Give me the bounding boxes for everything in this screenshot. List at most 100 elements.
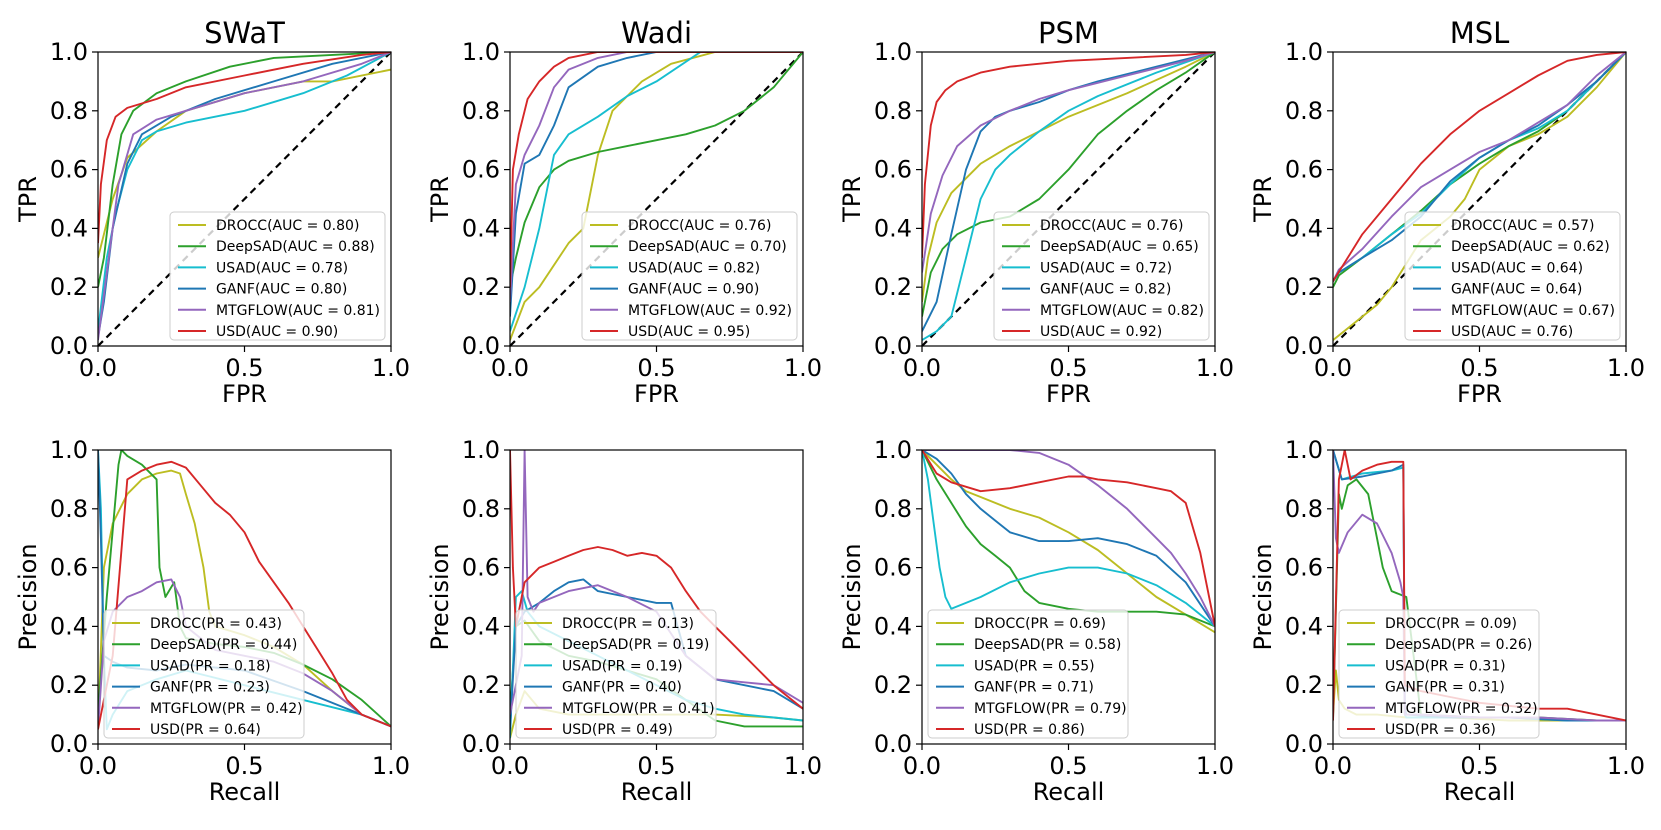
y-tick-label: 0.2 [874,273,912,301]
x-axis-label: Recall [1444,778,1516,806]
legend-entry-deepsad: DeepSAD(PR = 0.44) [150,637,297,653]
legend-entry-mtgflow: MTGFLOW(PR = 0.32) [1385,701,1538,717]
x-tick-label: 0.5 [225,354,263,382]
legend-entry-usd: USD(PR = 0.64) [150,722,261,738]
legend: DROCC(AUC = 0.76) DeepSAD(AUC = 0.70) USAD… [581,211,798,341]
legend: DROCC(AUC = 0.76) DeepSAD(AUC = 0.65) USAD… [993,211,1210,341]
legend-entry-ganf: GANF(PR = 0.31) [1385,680,1505,696]
series-line-drocc [1333,52,1626,341]
y-tick-label: 0.4 [462,214,500,242]
y-tick-label: 0.4 [50,612,88,640]
legend-entry-usd: USD(PR = 0.86) [974,722,1085,738]
x-axis-label: FPR [634,380,679,408]
legend-entry-mtgflow: MTGFLOW(PR = 0.79) [974,701,1127,717]
legend-entry-usd: USD(AUC = 0.76) [1451,324,1573,340]
x-tick-label: 1.0 [372,354,410,382]
y-tick-label: 1.0 [1285,436,1323,464]
series-line-drocc [922,52,1215,303]
x-tick-label: 0.0 [1314,354,1352,382]
y-tick-label: 0.8 [874,97,912,125]
y-tick-label: 0.8 [462,495,500,523]
y-tick-label: 0.6 [462,554,500,582]
y-axis-label: TPR [838,176,866,223]
legend-entry-drocc: DROCC(PR = 0.69) [974,616,1106,632]
series-line-mtgflow [98,52,391,341]
chance-diagonal [509,51,804,347]
series-group [922,52,1215,341]
legend-entry-usd: USD(PR = 0.36) [1385,722,1496,738]
y-tick-label: 0.6 [50,554,88,582]
y-tick-label: 0.8 [50,495,88,523]
chance-diagonal [97,51,392,347]
y-tick-label: 0.8 [50,97,88,125]
series-line-drocc [922,450,1215,634]
subplot-7: 0.0 0.5 1.0 0.0 0.2 0.4 0.6 0.8 1.0 Recall Precisi… [838,436,1234,806]
legend-entry-usd: USD(PR = 0.49) [562,722,673,738]
y-axis-label: Precision [14,543,42,650]
y-tick-label: 0.8 [462,97,500,125]
y-tick-label: 0.4 [462,612,500,640]
legend-entry-drocc: DROCC(AUC = 0.76) [628,218,771,234]
legend-entry-ganf: GANF(PR = 0.71) [974,680,1094,696]
legend-entry-usad: USAD(AUC = 0.72) [1040,260,1172,276]
x-tick-label: 0.0 [1314,752,1352,780]
x-tick-label: 0.0 [79,354,117,382]
legend: DROCC(PR = 0.13) DeepSAD(PR = 0.19) USAD(P… [515,609,717,739]
x-tick-label: 0.5 [225,752,263,780]
y-tick-label: 0.0 [50,730,88,758]
legend-entry-mtgflow: MTGFLOW(PR = 0.41) [562,701,715,717]
y-tick-label: 0.4 [874,214,912,242]
legend-entry-ganf: GANF(AUC = 0.80) [216,282,347,298]
y-tick-label: 0.8 [1285,97,1323,125]
y-tick-label: 0.4 [50,214,88,242]
legend-box [581,211,798,341]
subplot-2: 0.0 0.5 1.0 0.0 0.2 0.4 0.6 0.8 1.0 Wadi FPR TPR DRO… [426,16,822,408]
legend-entry-drocc: DROCC(AUC = 0.80) [216,218,359,234]
series-line-usd [510,450,803,710]
legend-entry-drocc: DROCC(PR = 0.13) [562,616,694,632]
legend-entry-mtgflow: MTGFLOW(AUC = 0.67) [1451,303,1615,319]
series-line-ganf [922,450,1215,627]
y-tick-label: 1.0 [874,436,912,464]
x-tick-label: 0.0 [491,354,529,382]
x-axis-label: FPR [222,380,267,408]
legend-entry-ganf: GANF(AUC = 0.82) [1040,282,1171,298]
subplot-3: 0.0 0.5 1.0 0.0 0.2 0.4 0.6 0.8 1.0 PSM FPR TPR DROC… [838,16,1234,408]
series-line-mtgflow [1333,52,1626,282]
y-tick-label: 0.6 [1285,156,1323,184]
series-line-usad [922,450,1215,628]
legend-entry-usad: USAD(AUC = 0.78) [216,260,348,276]
chance-diagonal [921,51,1216,347]
series-line-usd [98,460,391,730]
subplot-4: 0.0 0.5 1.0 0.0 0.2 0.4 0.6 0.8 1.0 MSL FPR TPR DROC… [1249,16,1645,408]
x-tick-label: 0.5 [637,354,675,382]
y-tick-label: 0.6 [1285,554,1323,582]
legend-entry-deepsad: DeepSAD(AUC = 0.70) [628,239,787,255]
legend-box [993,211,1210,341]
y-tick-label: 1.0 [462,436,500,464]
y-tick-label: 0.0 [462,730,500,758]
series-line-mtgflow [510,52,803,302]
y-tick-label: 0.2 [50,273,88,301]
y-axis-label: TPR [426,176,454,223]
legend-entry-ganf: GANF(PR = 0.40) [562,680,682,696]
legend-entry-mtgflow: MTGFLOW(AUC = 0.81) [216,303,380,319]
legend-entry-deepsad: DeepSAD(AUC = 0.65) [1040,239,1199,255]
y-tick-label: 1.0 [462,38,500,66]
y-tick-label: 0.0 [1285,730,1323,758]
x-tick-label: 1.0 [1196,354,1234,382]
series-line-deepsad [98,52,391,288]
subplot-1: 0.0 0.5 1.0 0.0 0.2 0.4 0.6 0.8 1.0 SWaT FPR TPR DRO… [14,16,410,408]
series-line-usd [1333,52,1626,282]
chart-title: MSL [1450,16,1510,50]
legend-entry-mtgflow: MTGFLOW(AUC = 0.82) [1040,303,1204,319]
x-tick-label: 0.0 [79,752,117,780]
legend-box [1338,609,1540,739]
subplot-8: 0.0 0.5 1.0 0.0 0.2 0.4 0.6 0.8 1.0 Recall Precisi… [1249,436,1645,806]
legend: DROCC(PR = 0.09) DeepSAD(PR = 0.26) USAD(P… [1338,609,1540,739]
x-tick-label: 0.0 [903,354,941,382]
legend-entry-usad: USAD(PR = 0.55) [974,658,1095,674]
subplot-6: 0.0 0.5 1.0 0.0 0.2 0.4 0.6 0.8 1.0 Recall Precisi… [426,436,822,806]
legend-entry-usad: USAD(PR = 0.19) [562,658,683,674]
